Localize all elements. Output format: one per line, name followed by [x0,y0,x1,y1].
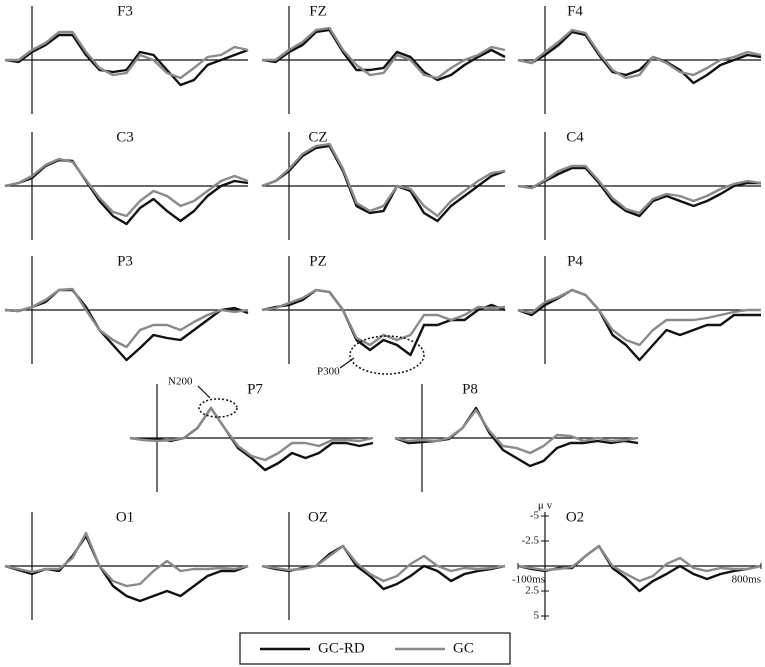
panel-title: P8 [462,381,478,397]
y-tick-label: -2.5 [522,535,540,547]
panel-title: O1 [116,509,134,525]
x-tick-label: 800ms [732,574,761,586]
waveform [261,142,506,218]
legend-box [239,632,511,665]
panel-title: C4 [566,129,584,145]
y-axis-label: μ v [538,500,553,512]
y-tick-label: 5 [534,610,540,622]
panel-title: P7 [247,381,263,397]
waveform [517,166,761,218]
waveform [261,28,506,82]
waveform [262,26,506,80]
panel-title: PZ [309,253,327,269]
panel-title: FZ [309,3,327,19]
waveform [517,288,761,347]
waveform [517,164,762,215]
waveform [4,288,249,362]
waveform [261,544,506,583]
panel-title: F3 [117,3,133,19]
legend-label: GC-RD [318,640,365,656]
waveform [4,33,249,87]
panel-title: F4 [567,3,583,19]
waveform [517,288,761,362]
panel-title: O2 [566,509,584,525]
panel-title: C3 [116,129,134,145]
x-tick-label: -100ms [512,574,545,586]
y-tick-label: -5 [530,510,540,522]
highlight [349,335,425,375]
waveform [517,28,762,80]
y-tick-label: 2.5 [525,585,539,597]
panel-title: P3 [117,253,133,269]
arrow [339,357,355,369]
waveform [517,544,762,583]
waveform [517,30,762,85]
waveform [394,406,639,468]
annotation: P300 [317,366,340,378]
waveform [4,531,249,588]
waveform [5,30,249,80]
legend-label: GC [453,640,474,656]
waveform [261,144,506,223]
annotation: N200 [168,376,193,388]
panel-title: OZ [308,509,328,525]
waveform [394,408,639,455]
panel-title: P4 [567,253,583,269]
highlight [198,398,238,418]
arrow [197,385,211,399]
waveform [129,406,374,462]
panel-title: CZ [308,129,327,145]
waveform [4,287,249,349]
waveform [261,288,506,347]
waveform [4,157,249,218]
waveform [261,288,506,357]
